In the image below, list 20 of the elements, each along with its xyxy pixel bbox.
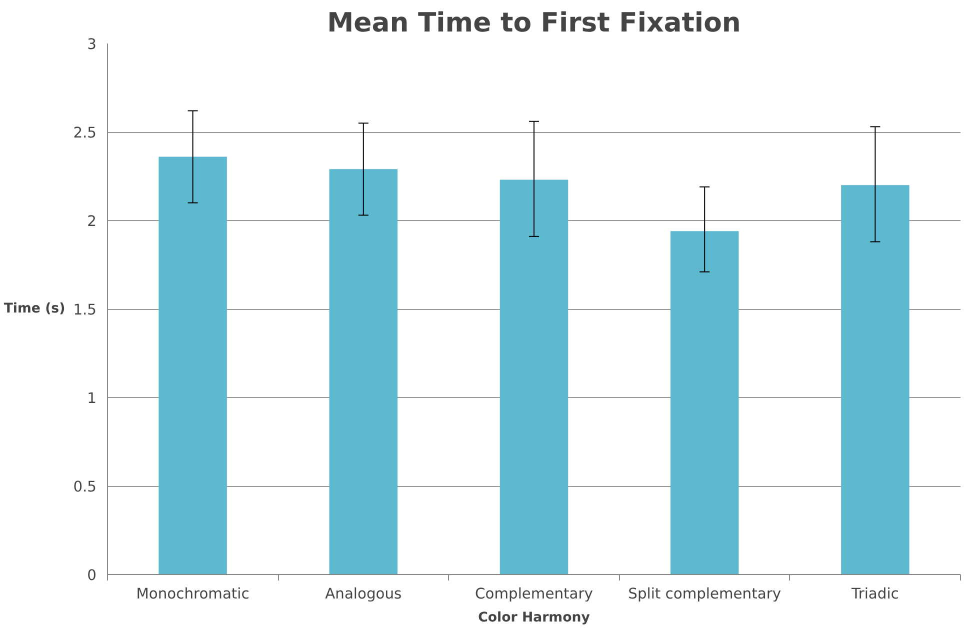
y-tick-label: 2.5 <box>73 124 97 142</box>
y-tick-label: 1 <box>87 390 97 407</box>
bar <box>500 180 568 574</box>
y-tick-label: 0.5 <box>73 478 97 496</box>
x-axis-title: Color Harmony <box>478 610 590 626</box>
bar <box>670 231 739 574</box>
x-tick-label: Analogous <box>325 586 402 602</box>
y-axis-title: Time (s) <box>4 302 66 316</box>
y-tick-label: 2 <box>87 213 97 230</box>
bar <box>329 169 398 574</box>
y-tick-label: 1.5 <box>73 302 97 318</box>
x-tick-label: Complementary <box>475 586 594 602</box>
y-tick-label: 0 <box>87 567 97 584</box>
x-tick-label: Monochromatic <box>136 586 250 602</box>
chart-title: Mean Time to First Fixation <box>327 8 741 38</box>
y-tick-label: 3 <box>87 36 97 53</box>
x-tick-label: Triadic <box>850 586 899 602</box>
bar <box>841 185 910 574</box>
x-tick-label: Split complementary <box>628 586 782 602</box>
bar <box>158 156 227 574</box>
